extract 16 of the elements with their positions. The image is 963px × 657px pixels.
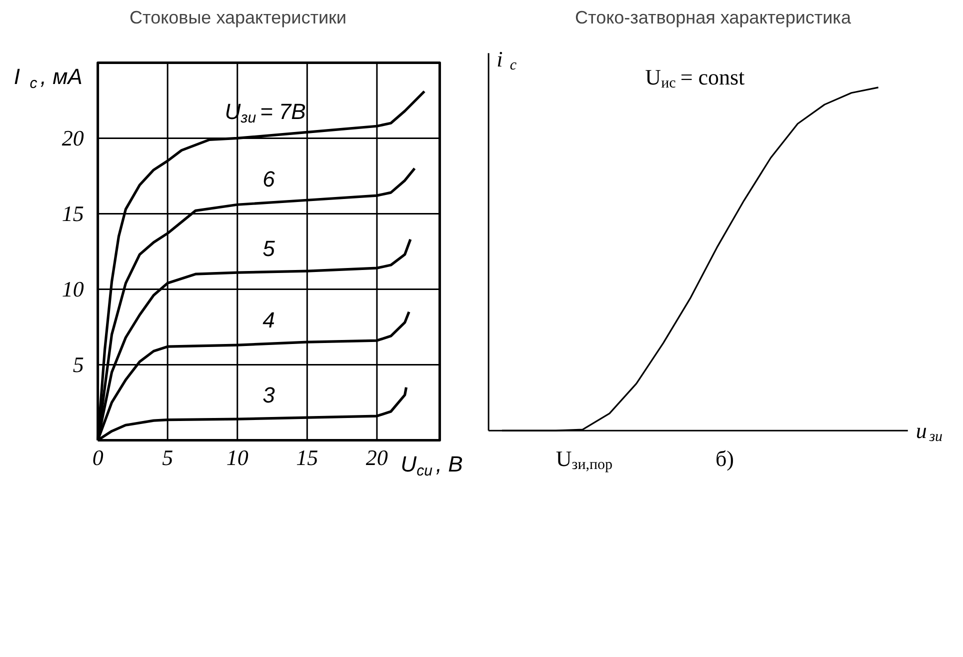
chart-title: Стоко-затворная характеристика [575, 8, 852, 28]
text: б) [715, 446, 734, 472]
x-tick-label: 5 [162, 445, 174, 470]
series-label: 6 [262, 166, 276, 192]
x-tick-label: 10 [226, 445, 248, 470]
y-tick-label: 20 [62, 126, 84, 151]
x-tick-label: 20 [366, 445, 388, 470]
series-label: 5 [262, 236, 276, 261]
x-tick-label: 15 [296, 445, 318, 470]
y-tick-label: 5 [72, 352, 84, 378]
y-tick-label: 15 [62, 201, 84, 226]
chart-title: Стоковые характеристики [130, 8, 346, 28]
x-tick-label: 0 [92, 445, 104, 470]
y-tick-label: 10 [62, 276, 84, 302]
series-label: 4 [262, 308, 275, 333]
series-label: 3 [262, 382, 276, 408]
